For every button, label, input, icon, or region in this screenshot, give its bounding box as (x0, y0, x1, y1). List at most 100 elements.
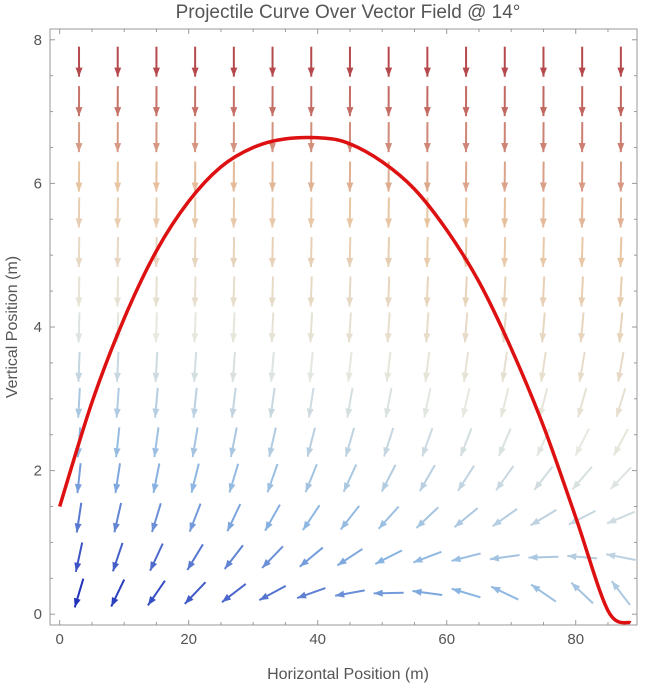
vector-arrow (191, 387, 198, 418)
x-tick-label: 0 (56, 631, 64, 648)
vector-arrow (567, 553, 598, 561)
vector-arrow (75, 122, 83, 153)
vector-arrow (501, 161, 509, 192)
vector-arrow (377, 505, 400, 530)
vector-arrow (499, 387, 510, 418)
vector-arrow (615, 388, 627, 418)
vector-arrow (191, 312, 199, 343)
vector-arrow (617, 236, 625, 267)
vector-arrow (462, 276, 470, 307)
vector-arrow (184, 581, 207, 605)
vector-arrow (578, 312, 586, 343)
vector-arrow (191, 236, 199, 267)
vector-arrow (539, 122, 547, 153)
vector-arrow (574, 428, 590, 457)
vector-arrow (191, 46, 199, 77)
y-tick-label: 8 (34, 32, 42, 49)
vector-arrow (221, 583, 247, 603)
vector-arrow (423, 276, 431, 307)
vector-arrow (223, 544, 244, 570)
vector-arrow (230, 122, 238, 153)
vector-arrow (501, 197, 509, 228)
vector-arrow (616, 351, 625, 382)
vector-arrow (423, 46, 431, 77)
vector-arrow (75, 276, 83, 307)
vector-arrow (307, 236, 315, 267)
vector-arrow (229, 427, 238, 458)
vector-arrow (385, 122, 393, 153)
vector-arrow (530, 583, 557, 603)
vector-arrow (307, 161, 315, 192)
vector-arrow (268, 236, 276, 267)
projectile-curve-layer (58, 135, 632, 625)
projectile-curve (58, 135, 632, 625)
vector-arrow (228, 463, 240, 493)
y-axis-ticks: 0 2 4 6 8 (34, 32, 637, 623)
vector-arrow (226, 503, 242, 532)
vector-arrow (346, 161, 354, 192)
vector-arrow (307, 197, 315, 228)
vector-arrow (385, 46, 393, 77)
vector-arrow (605, 552, 636, 562)
vector-arrow (152, 161, 160, 192)
vector-arrow (75, 312, 83, 343)
vector-arrow (500, 351, 508, 382)
vector-field-arrows (73, 46, 636, 608)
vector-arrow (266, 463, 279, 493)
vector-arrow (346, 236, 354, 267)
vector-arrow (149, 543, 164, 572)
vector-arrow (462, 122, 470, 153)
chart-title: Projectile Curve Over Vector Field @ 14° (176, 2, 521, 23)
vector-arrow (306, 427, 316, 458)
vector-arrow (373, 589, 404, 597)
vector-arrow (261, 545, 284, 569)
vector-arrow (114, 122, 122, 153)
vector-arrow (577, 388, 588, 418)
vector-arrow (495, 465, 515, 491)
vector-arrow (344, 427, 356, 457)
y-tick-label: 0 (34, 606, 42, 623)
vector-arrow (75, 236, 83, 267)
vector-arrow (230, 161, 238, 192)
vector-arrow (422, 387, 432, 418)
vector-arrow (307, 351, 315, 382)
x-axis-ticks: 0 20 40 60 80 (56, 29, 609, 648)
vector-arrow (346, 276, 354, 307)
vector-arrow (188, 503, 202, 532)
y-tick-label: 4 (34, 319, 42, 336)
vector-arrow (268, 351, 276, 382)
vector-arrow (423, 86, 431, 117)
vector-arrow (501, 86, 509, 117)
vector-arrow (74, 502, 83, 533)
vector-arrow (114, 276, 122, 307)
vector-arrow (113, 351, 121, 382)
vector-arrow (346, 46, 354, 77)
vector-arrow (346, 197, 354, 228)
vector-arrow (451, 552, 481, 563)
vector-arrow (490, 585, 519, 601)
vector-arrow (462, 197, 470, 228)
vector-arrow (578, 161, 586, 192)
vector-arrow (230, 86, 238, 117)
vector-arrow (75, 161, 83, 192)
vector-arrow (113, 427, 121, 458)
vector-arrow (500, 276, 508, 307)
vector-arrow (299, 546, 324, 568)
vector-arrow (75, 46, 83, 77)
vector-arrow (110, 579, 126, 608)
vector-arrow (112, 502, 123, 533)
vector-arrow (152, 197, 160, 228)
vector-arrow (539, 236, 547, 267)
vector-arrow (230, 46, 238, 77)
vector-arrow (461, 387, 471, 418)
vector-arrow (186, 543, 204, 571)
vector-arrow (415, 506, 439, 529)
vector-arrow (462, 86, 470, 117)
vector-arrow (147, 580, 166, 606)
vector-arrow (268, 197, 276, 228)
vector-arrow (346, 122, 354, 153)
vector-arrow (462, 312, 470, 343)
vector-arrow (570, 581, 594, 605)
vector-arrow (497, 428, 512, 457)
vector-arrow (617, 161, 625, 192)
